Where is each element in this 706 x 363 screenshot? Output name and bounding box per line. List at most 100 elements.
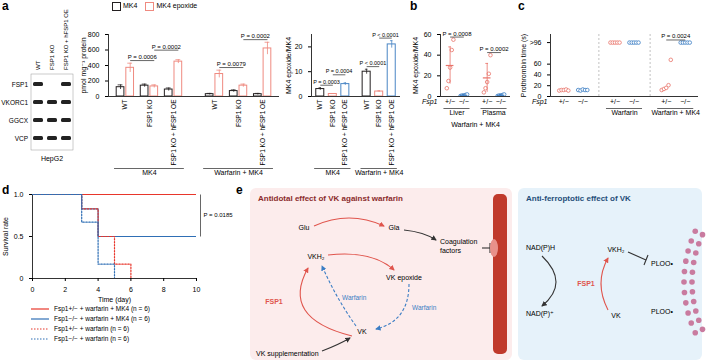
svg-text:FSP1 KO + hFSP1 OE: FSP1 KO + hFSP1 OE <box>170 99 177 166</box>
svg-text:−/−: −/− <box>680 98 690 105</box>
svg-text:FSP1 KO: FSP1 KO <box>329 100 336 127</box>
svg-text:WT: WT <box>211 99 218 109</box>
svg-text:+/−: +/− <box>610 98 620 105</box>
svg-text:2: 2 <box>63 286 67 293</box>
svg-text:Time (day): Time (day) <box>98 296 131 304</box>
svg-text:VKH₂: VKH₂ <box>307 253 324 260</box>
svg-text:40: 40 <box>534 71 542 78</box>
svg-text:FSP1 KO + hFSP1 OE: FSP1 KO + hFSP1 OE <box>259 99 266 166</box>
svg-text:Anti-ferroptotic effect of VK: Anti-ferroptotic effect of VK <box>526 194 631 203</box>
svg-text:Gla: Gla <box>389 224 400 231</box>
svg-text:WT: WT <box>121 99 128 109</box>
svg-text:Warfarin + MK4: Warfarin + MK4 <box>651 109 700 116</box>
svg-text:NAD(P)⁺: NAD(P)⁺ <box>526 310 554 318</box>
svg-text:0: 0 <box>20 275 24 282</box>
svg-text:Warfarin: Warfarin <box>342 294 367 301</box>
svg-text:pmol mg⁻¹ protein: pmol mg⁻¹ protein <box>80 37 88 93</box>
svg-text:Plasma: Plasma <box>482 109 505 116</box>
svg-text:WT: WT <box>35 60 41 70</box>
svg-text:Prothrombin time (s): Prothrombin time (s) <box>520 34 528 97</box>
svg-text:P = 0.0003: P = 0.0003 <box>313 79 340 85</box>
svg-text:FSP1: FSP1 <box>12 81 29 88</box>
svg-text:VKORC1: VKORC1 <box>1 99 28 106</box>
svg-text:8: 8 <box>162 286 166 293</box>
svg-text:0: 0 <box>31 286 35 293</box>
svg-text:Survival rate: Survival rate <box>2 217 9 256</box>
svg-text:−/−: −/− <box>629 98 639 105</box>
svg-text:MK4: MK4 <box>326 169 341 176</box>
svg-text:200: 200 <box>88 77 100 84</box>
svg-text:800: 800 <box>88 31 100 38</box>
svg-text:FSP1: FSP1 <box>577 280 595 287</box>
svg-text:10: 10 <box>295 68 303 75</box>
svg-text:FSP1: FSP1 <box>265 298 283 305</box>
svg-text:MK4: MK4 <box>142 169 157 176</box>
svg-text:Warfarin + MK4: Warfarin + MK4 <box>451 121 500 128</box>
svg-text:VCP: VCP <box>15 135 28 142</box>
svg-text:P = 0.0008: P = 0.0008 <box>442 31 472 37</box>
svg-text:Warfarin + MK4: Warfarin + MK4 <box>214 169 263 176</box>
svg-text:Coagulationfactors: Coagulationfactors <box>440 238 477 254</box>
svg-text:FSP1 KO: FSP1 KO <box>235 100 242 127</box>
svg-text:600: 600 <box>88 46 100 53</box>
svg-text:400: 400 <box>88 62 100 69</box>
svg-text:>96: >96 <box>530 39 542 46</box>
svg-text:MK4 epoxide/MK4: MK4 epoxide/MK4 <box>285 37 293 94</box>
svg-text:Glu: Glu <box>299 224 310 231</box>
svg-text:WT: WT <box>363 99 370 109</box>
svg-text:Warfarin: Warfarin <box>412 304 437 311</box>
svg-text:Fsp1: Fsp1 <box>532 98 548 106</box>
svg-text:20: 20 <box>295 43 303 50</box>
svg-text:VK: VK <box>357 328 367 335</box>
svg-text:NAD(P)H: NAD(P)H <box>526 244 555 252</box>
svg-text:FSP1 KO: FSP1 KO <box>49 44 55 70</box>
svg-text:40: 40 <box>424 51 432 58</box>
svg-text:P = 0.0024: P = 0.0024 <box>661 33 691 39</box>
svg-text:Liver: Liver <box>449 109 465 116</box>
svg-text:Antidotal effect of VK against: Antidotal effect of VK against warfarin <box>258 194 403 203</box>
svg-text:4: 4 <box>96 286 100 293</box>
svg-text:P = 0.0006: P = 0.0006 <box>128 54 158 60</box>
svg-text:VK epoxide: VK epoxide <box>386 274 422 282</box>
svg-text:P < 0.0001: P < 0.0001 <box>372 32 399 38</box>
svg-text:0: 0 <box>96 93 100 100</box>
svg-text:10: 10 <box>193 286 201 293</box>
svg-text:−/−: −/− <box>496 98 506 105</box>
svg-text:PLOO•: PLOO• <box>651 308 673 315</box>
svg-text:20: 20 <box>424 72 432 79</box>
svg-text:MK4 epoxide/MK4: MK4 epoxide/MK4 <box>412 37 420 94</box>
svg-text:FSP1 KO + hFSP1 OE: FSP1 KO + hFSP1 OE <box>388 99 395 166</box>
svg-text:FSP1 KO + hFSP1 OE: FSP1 KO + hFSP1 OE <box>63 9 69 70</box>
svg-text:60: 60 <box>424 31 432 38</box>
svg-text:P = 0.0002: P = 0.0002 <box>479 46 509 52</box>
svg-text:Warfarin: Warfarin <box>611 109 637 116</box>
svg-text:1.0: 1.0 <box>14 191 24 198</box>
svg-text:VKH₂: VKH₂ <box>607 246 624 253</box>
svg-text:GGCX: GGCX <box>9 117 29 124</box>
svg-text:20: 20 <box>534 82 542 89</box>
svg-text:HepG2: HepG2 <box>41 155 63 163</box>
svg-text:+/−: +/− <box>559 98 569 105</box>
svg-text:Warfarin + MK4: Warfarin + MK4 <box>355 169 404 176</box>
svg-text:0: 0 <box>299 93 303 100</box>
svg-text:P = 0.0079: P = 0.0079 <box>217 61 247 67</box>
svg-text:P = 0.0002: P = 0.0002 <box>152 44 182 50</box>
svg-text:P = 0.0002: P = 0.0002 <box>241 33 271 39</box>
svg-text:60: 60 <box>534 60 542 67</box>
svg-text:−/−: −/− <box>578 98 588 105</box>
svg-text:P = 0.0004: P = 0.0004 <box>326 68 353 74</box>
svg-text:−/−: −/− <box>459 98 469 105</box>
svg-text:VK supplementation: VK supplementation <box>256 350 319 358</box>
svg-text:FSP1 KO: FSP1 KO <box>146 100 153 127</box>
svg-text:WT: WT <box>316 99 323 109</box>
svg-text:6: 6 <box>129 286 133 293</box>
svg-text:+/−: +/− <box>661 98 671 105</box>
svg-text:+/−: +/− <box>482 98 492 105</box>
svg-text:FSP1 KO: FSP1 KO <box>375 100 382 127</box>
svg-text:FSP1 KO + hFSP1 OE: FSP1 KO + hFSP1 OE <box>341 99 348 166</box>
svg-text:Fsp1: Fsp1 <box>422 98 438 106</box>
svg-text:0.5: 0.5 <box>14 233 24 240</box>
svg-text:VK: VK <box>611 312 621 319</box>
svg-text:P < 0.0001: P < 0.0001 <box>360 60 387 66</box>
svg-text:P = 0.0185: P = 0.0185 <box>204 212 234 218</box>
